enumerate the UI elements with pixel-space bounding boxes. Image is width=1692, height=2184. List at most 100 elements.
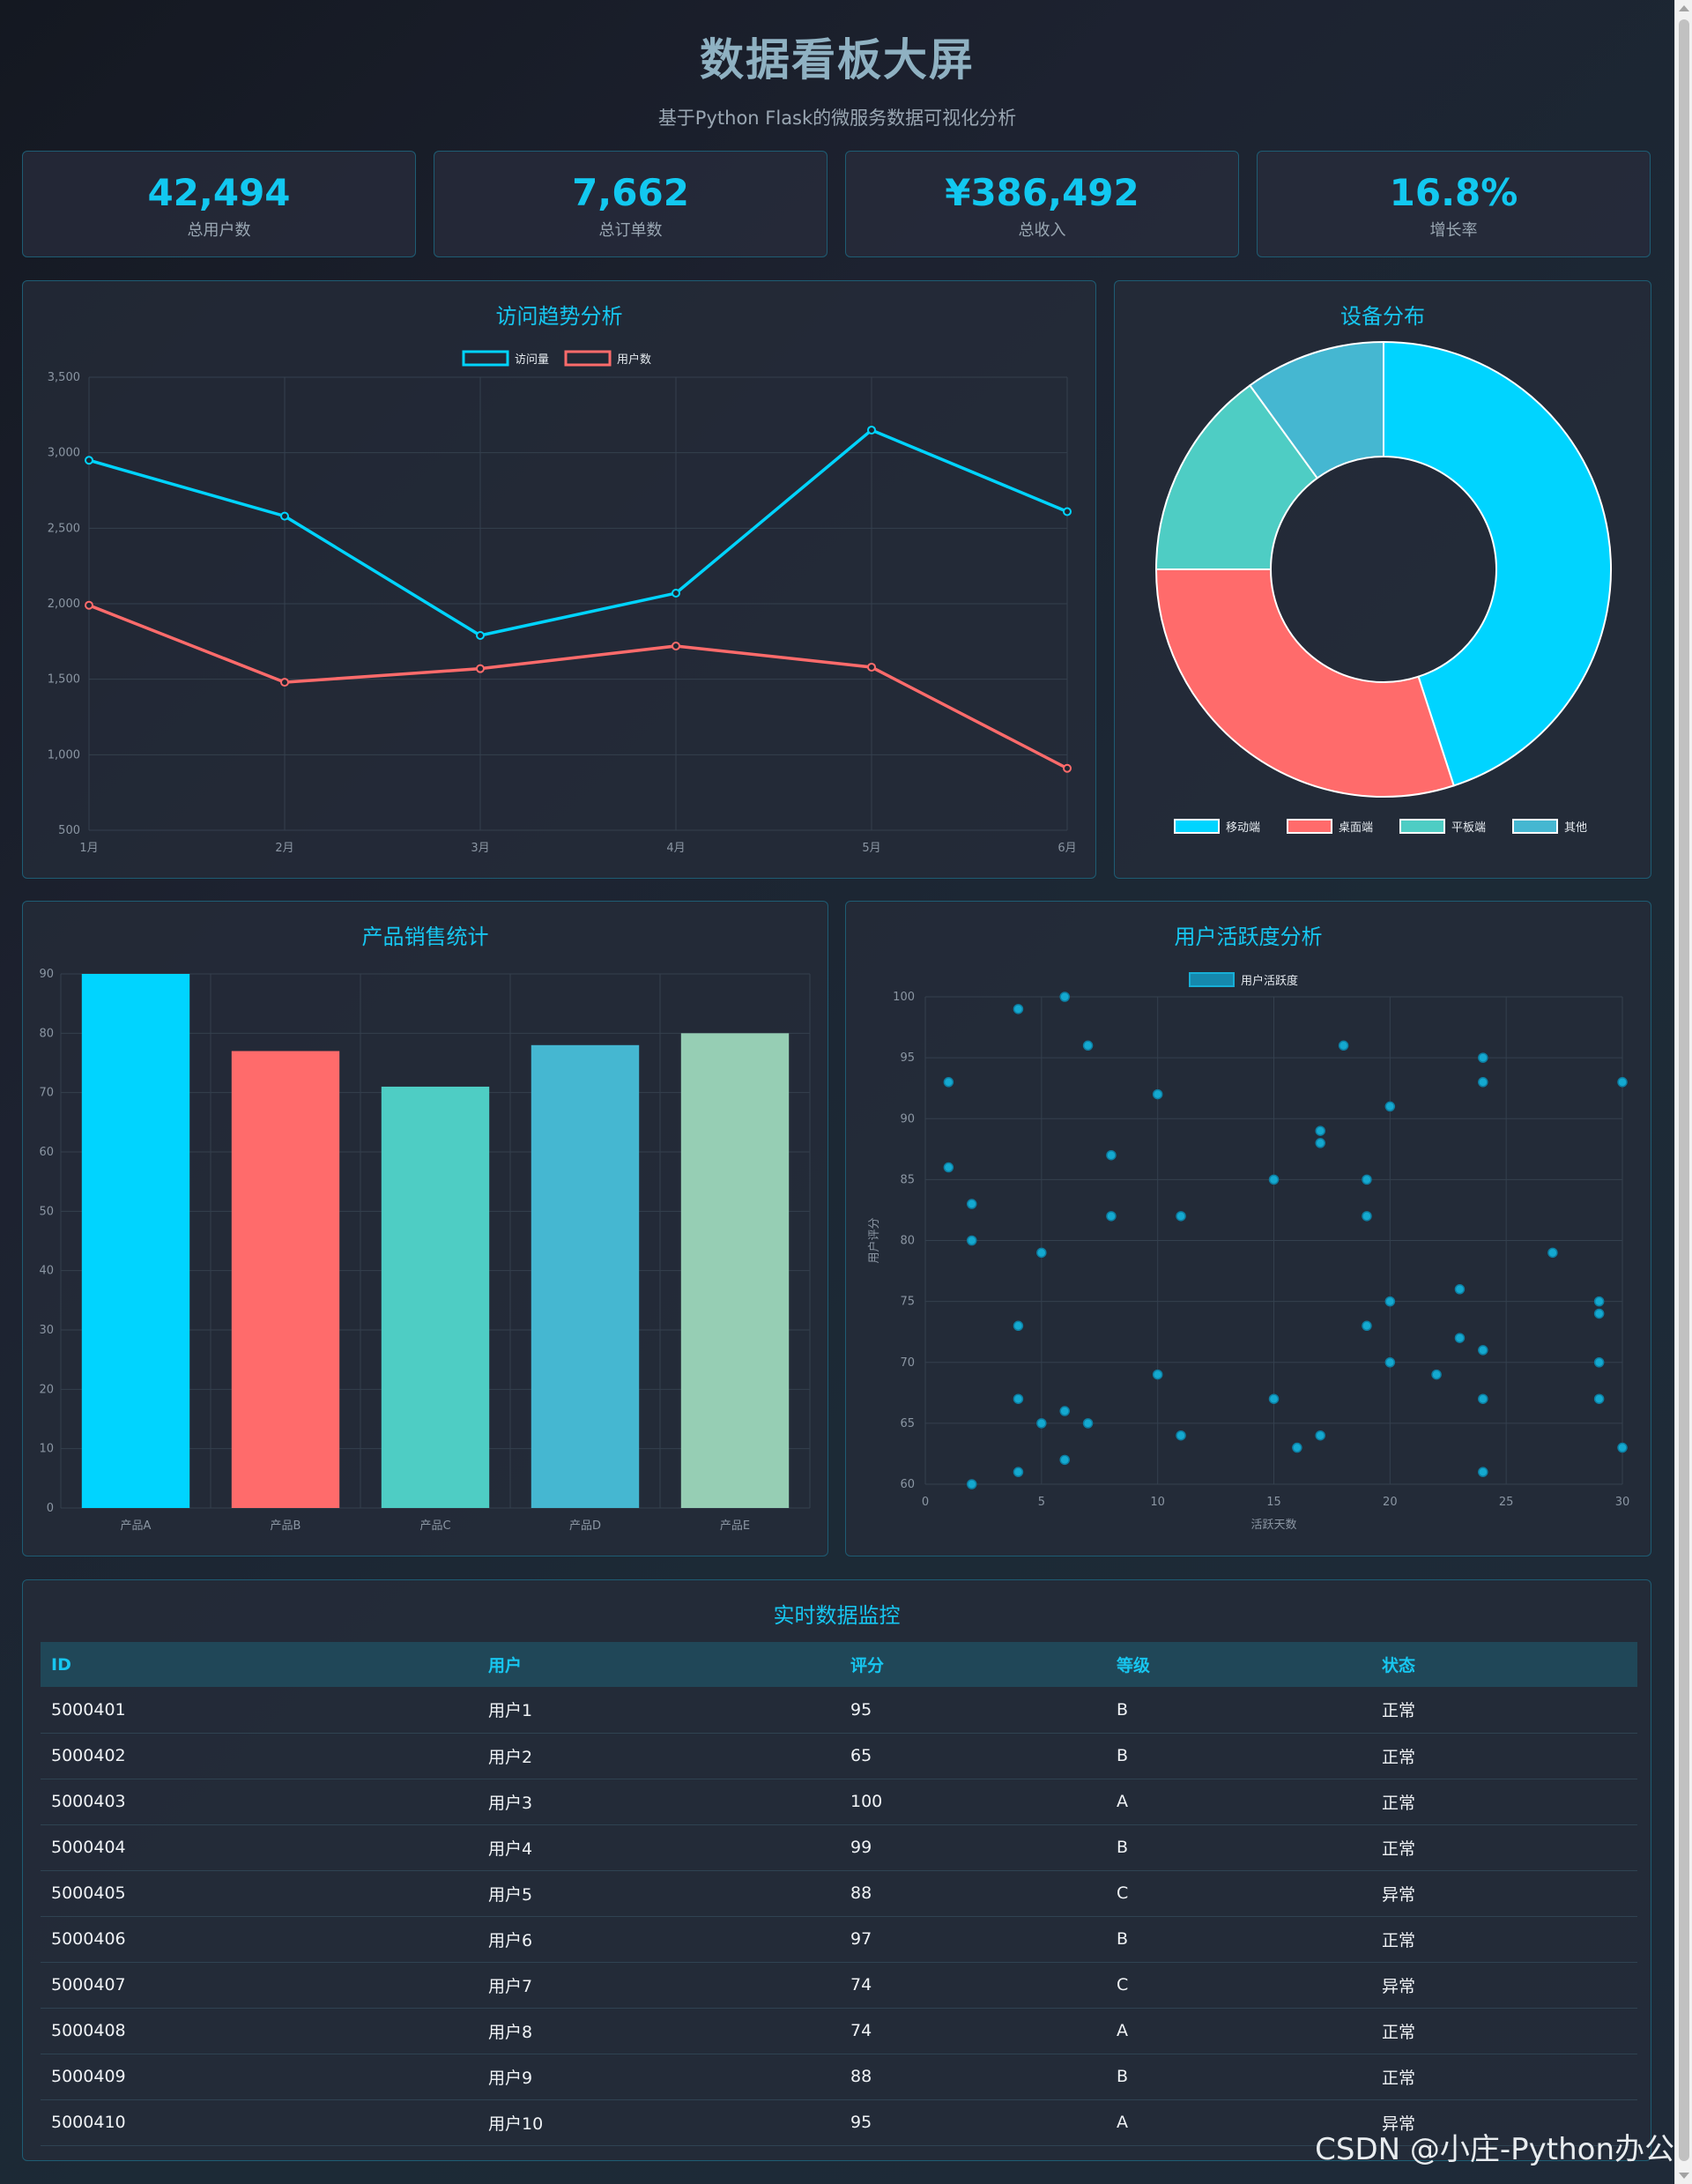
- product-sales-title: 产品销售统计: [361, 925, 489, 949]
- pie-slice: [1154, 383, 1319, 570]
- cell-score: 65: [840, 1733, 1106, 1779]
- cell-level: B: [1106, 1733, 1371, 1779]
- data-point: [1478, 1345, 1488, 1356]
- cell-user: 用户7: [478, 1962, 840, 2009]
- pie-slice: [1383, 340, 1612, 787]
- cell-status: 正常: [1371, 2054, 1637, 2100]
- cell-user: 用户4: [478, 1824, 840, 1871]
- data-point: [1547, 1247, 1558, 1259]
- cell-id: 5000405: [41, 1870, 478, 1917]
- data-point: [1059, 1406, 1070, 1416]
- page-scrollbar[interactable]: [1674, 0, 1692, 2184]
- visit-trend-title: 访问趋势分析: [495, 304, 623, 329]
- y-tick-label: 30: [39, 1324, 54, 1337]
- cell-score: 74: [840, 1962, 1106, 2009]
- page-subtitle: 基于Python Flask的微服务数据可视化分析: [657, 108, 1017, 129]
- visit-trend-chart: 500 1,000 1,500 2,000 2,500 3,000 3,500 1月 2月 3月 4…: [48, 350, 1077, 855]
- data-point: [1082, 1418, 1094, 1429]
- data-point: [1315, 1138, 1325, 1148]
- scroll-up-icon[interactable]: [1679, 5, 1689, 11]
- y-tick-label: 10: [39, 1443, 54, 1456]
- data-point: [1152, 1088, 1163, 1100]
- y-tick-label: 90: [39, 968, 54, 981]
- cell-status: 正常: [1371, 2008, 1637, 2054]
- realtime-monitor-title: 实时数据监控: [773, 1603, 901, 1628]
- bar: [231, 1051, 340, 1508]
- legend-swatch: [462, 350, 509, 367]
- data-point: [1384, 1101, 1396, 1112]
- realtime-monitor-panel: 实时数据监控 ID 用户 评分 等级 状态 5000401 用户1 95 B 正常 500…: [22, 1579, 1651, 2161]
- x-tick-label: 产品C: [419, 1519, 450, 1533]
- data-point: [1176, 1211, 1186, 1222]
- y-tick-label: 50: [39, 1205, 54, 1218]
- data-point: [1059, 992, 1070, 1002]
- column-header-id: ID: [41, 1642, 478, 1687]
- data-point: [1036, 1418, 1047, 1429]
- data-point: [672, 641, 680, 650]
- cell-status: 异常: [1371, 1962, 1637, 2009]
- data-point: [280, 678, 289, 687]
- data-point: [476, 664, 485, 673]
- cell-level: A: [1106, 2099, 1371, 2146]
- cell-score: 99: [840, 1824, 1106, 1871]
- stat-value: 42,494: [147, 171, 291, 214]
- stat-label: 增长率: [1429, 221, 1478, 240]
- stat-value: ¥386,492: [945, 171, 1139, 214]
- cell-user: 用户3: [478, 1779, 840, 1825]
- cell-id: 5000410: [41, 2099, 478, 2146]
- data-point: [1431, 1369, 1442, 1380]
- data-point: [1593, 1308, 1605, 1319]
- cell-score: 88: [840, 1870, 1106, 1917]
- cell-level: B: [1106, 1687, 1371, 1734]
- cell-id: 5000409: [41, 2054, 478, 2100]
- cell-score: 97: [840, 1916, 1106, 1963]
- column-header-user: 用户: [478, 1642, 840, 1687]
- data-point: [1106, 1211, 1117, 1222]
- series-line: [88, 604, 1068, 770]
- data-point: [1292, 1442, 1302, 1453]
- y-tick-label: 80: [900, 1235, 915, 1248]
- cell-score: 74: [840, 2008, 1106, 2054]
- stat-card-orders: 7,662 总订单数: [434, 151, 827, 257]
- page-header: 数据看板大屏 基于Python Flask的微服务数据可视化分析: [0, 25, 1674, 130]
- cell-level: C: [1106, 1962, 1371, 2009]
- x-tick-label: 15: [1266, 1496, 1281, 1509]
- x-tick-label: 1月: [79, 842, 98, 855]
- data-point: [1362, 1320, 1372, 1332]
- y-tick-label: 75: [900, 1296, 915, 1309]
- stat-label: 总收入: [1018, 221, 1066, 240]
- device-distribution-title: 设备分布: [1340, 304, 1425, 329]
- data-point: [1617, 1442, 1628, 1453]
- table-row: 5000410 用户10 95 A 异常: [41, 2099, 1637, 2146]
- data-point: [1617, 1077, 1628, 1088]
- cell-level: C: [1106, 1870, 1371, 1917]
- legend-label: 用户数: [617, 353, 651, 367]
- legend-swatch: [1287, 819, 1332, 834]
- data-point: [1036, 1247, 1047, 1259]
- data-point: [1362, 1211, 1372, 1222]
- data-point: [966, 1199, 977, 1209]
- cell-id: 5000402: [41, 1733, 478, 1779]
- data-point: [1593, 1393, 1605, 1404]
- data-point: [1059, 1454, 1070, 1466]
- y-tick-label: 60: [900, 1478, 915, 1491]
- data-point: [867, 662, 876, 672]
- column-header-score: 评分: [840, 1642, 1106, 1687]
- x-tick-label: 30: [1615, 1496, 1630, 1509]
- cell-user: 用户10: [478, 2099, 840, 2146]
- x-tick-label: 5月: [862, 842, 880, 855]
- x-tick-label: 6月: [1058, 842, 1076, 855]
- bar: [381, 1086, 490, 1508]
- cell-user: 用户6: [478, 1916, 840, 1963]
- series-line: [88, 427, 1068, 637]
- data-point: [1593, 1296, 1605, 1307]
- scroll-down-icon[interactable]: [1679, 2173, 1689, 2179]
- y-tick-label: 80: [39, 1027, 54, 1040]
- data-point: [1454, 1284, 1466, 1295]
- bar: [680, 1033, 790, 1508]
- x-tick-label: 20: [1383, 1496, 1398, 1509]
- scrollbar-thumb[interactable]: [1679, 19, 1689, 2161]
- table-row: 5000402 用户2 65 B 正常: [41, 1733, 1637, 1779]
- cell-status: 正常: [1371, 1779, 1637, 1825]
